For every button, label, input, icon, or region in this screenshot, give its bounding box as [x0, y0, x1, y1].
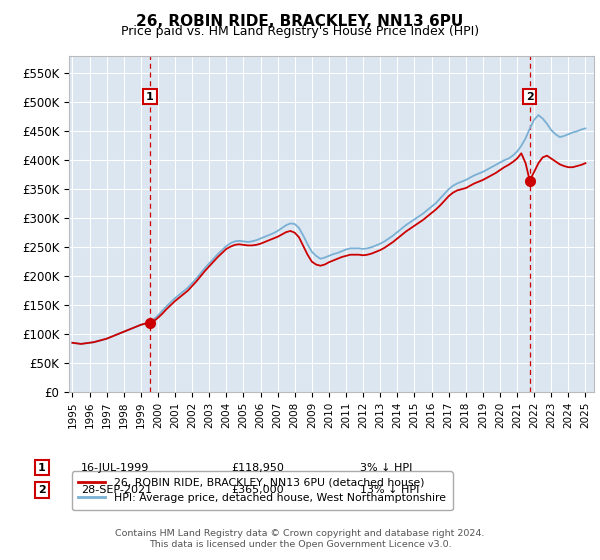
- Text: 26, ROBIN RIDE, BRACKLEY, NN13 6PU: 26, ROBIN RIDE, BRACKLEY, NN13 6PU: [136, 14, 464, 29]
- Legend: 26, ROBIN RIDE, BRACKLEY, NN13 6PU (detached house), HPI: Average price, detache: 26, ROBIN RIDE, BRACKLEY, NN13 6PU (deta…: [72, 472, 452, 510]
- Text: 1: 1: [146, 91, 154, 101]
- Text: 3% ↓ HPI: 3% ↓ HPI: [360, 463, 412, 473]
- Text: 2: 2: [526, 91, 533, 101]
- Text: 1: 1: [38, 463, 46, 473]
- Text: £118,950: £118,950: [231, 463, 284, 473]
- Text: £365,000: £365,000: [231, 485, 284, 495]
- Text: 16-JUL-1999: 16-JUL-1999: [81, 463, 149, 473]
- Text: 28-SEP-2021: 28-SEP-2021: [81, 485, 152, 495]
- Text: Contains HM Land Registry data © Crown copyright and database right 2024.
This d: Contains HM Land Registry data © Crown c…: [115, 529, 485, 549]
- Text: Price paid vs. HM Land Registry's House Price Index (HPI): Price paid vs. HM Land Registry's House …: [121, 25, 479, 38]
- Text: 13% ↓ HPI: 13% ↓ HPI: [360, 485, 419, 495]
- Text: 2: 2: [38, 485, 46, 495]
